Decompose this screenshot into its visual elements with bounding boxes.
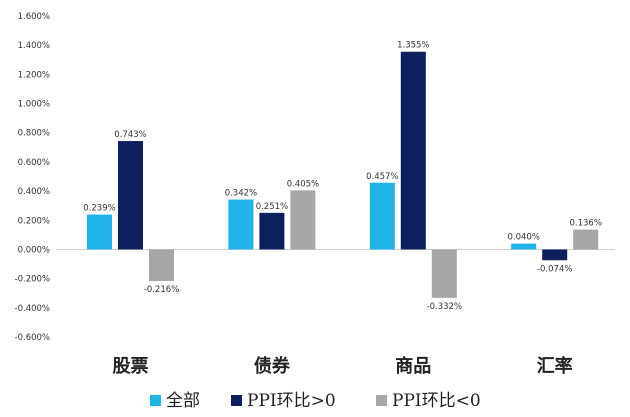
legend-item: PPI环比<0 [376, 391, 481, 411]
bar [431, 249, 457, 298]
bar [290, 190, 316, 250]
bars [87, 51, 599, 298]
bar [87, 214, 112, 250]
data-label: -0.074% [537, 264, 572, 274]
legend-label: 全部 [166, 391, 200, 411]
bar [400, 51, 426, 250]
y-tick-label: 0.200% [18, 216, 50, 226]
data-label: 0.040% [507, 233, 539, 243]
legend-item: 全部 [150, 391, 200, 411]
data-label: 0.405% [287, 179, 319, 189]
legend-item: PPI环比>0 [231, 391, 336, 411]
bar [259, 212, 285, 250]
legend-swatch [231, 395, 242, 406]
category-label: 汇率 [537, 355, 573, 377]
data-label: -0.332% [427, 302, 462, 312]
category-label: 商品 [395, 355, 431, 377]
legend-label: PPI环比>0 [247, 391, 336, 411]
data-label: -0.216% [144, 285, 179, 295]
legend: 全部 PPI环比>0 PPI环比<0 [150, 391, 481, 411]
x-axis: 股票 债券 商品 汇率 [112, 355, 573, 377]
y-tick-label: 1.200% [18, 70, 50, 80]
bar [149, 249, 174, 281]
category-label: 债券 [254, 355, 291, 377]
data-label: 0.251% [256, 202, 288, 212]
data-label: 0.743% [114, 130, 146, 140]
y-tick-label: -0.600% [15, 333, 50, 343]
data-label: 0.342% [225, 189, 257, 199]
data-labels: 0.239% 0.743% -0.216% 0.342% 0.251% 0.405% 0.4… [83, 41, 602, 312]
y-tick-label: -0.400% [15, 304, 50, 314]
y-tick-label: 0.000% [18, 245, 50, 255]
y-tick-label: -0.200% [15, 275, 50, 285]
legend-swatch [150, 395, 161, 406]
bar [511, 243, 537, 250]
y-tick-label: 0.800% [18, 129, 50, 139]
bar [542, 249, 568, 261]
data-label: 0.136% [569, 219, 601, 229]
legend-label: PPI环比<0 [392, 391, 481, 411]
y-tick-label: 0.400% [18, 187, 50, 197]
bar [228, 199, 254, 250]
data-label: 0.239% [83, 204, 115, 214]
category-label: 股票 [112, 356, 149, 377]
bar [369, 182, 395, 250]
bar [573, 229, 599, 250]
y-axis: 1.600% 1.400% 1.200% 1.000% 0.800% 0.600% 0.40… [15, 12, 50, 343]
y-tick-label: 0.600% [18, 158, 50, 168]
y-tick-label: 1.600% [18, 12, 50, 22]
legend-swatch [376, 395, 387, 406]
data-label: 1.355% [397, 41, 429, 51]
y-tick-label: 1.000% [18, 100, 50, 110]
bar [118, 141, 143, 250]
data-label: 0.457% [366, 172, 398, 182]
y-tick-label: 1.400% [18, 41, 50, 51]
